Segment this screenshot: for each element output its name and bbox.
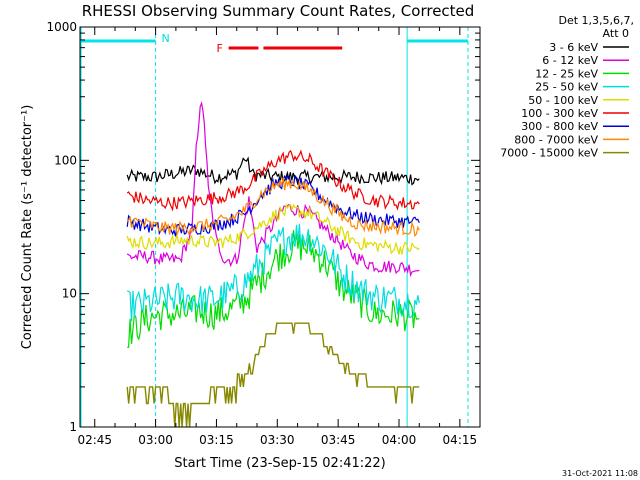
legend-label: 800 - 7000 keV — [514, 133, 598, 146]
x-tick-label: 03:15 — [199, 433, 234, 447]
y-axis: 1 10 100 1000 — [46, 20, 480, 434]
x-tick-label: 03:45 — [321, 433, 356, 447]
legend-label: 7000 - 15000 keV — [500, 147, 598, 160]
y-axis-label: Corrected Count Rate (s⁻¹ detector⁻¹) — [20, 105, 35, 350]
series-line-6 — [126, 149, 420, 212]
series-line-8 — [126, 177, 420, 238]
x-tick-label: 04:15 — [443, 433, 478, 447]
legend-label: 300 - 800 keV — [521, 120, 598, 133]
y-tick-label: 1000 — [46, 20, 77, 34]
legend-label: 3 - 6 keV — [549, 41, 598, 54]
series-line-1 — [126, 156, 420, 186]
date-stamp: 31-Oct-2021 11:08 — [562, 469, 638, 478]
x-tick-label: 03:30 — [260, 433, 295, 447]
y-tick-label: 1 — [69, 420, 77, 434]
series-layer — [126, 101, 420, 428]
series-line-3 — [127, 230, 420, 348]
x-axis: 02:45 03:00 03:15 03:30 03:45 04:00 04:15 — [77, 27, 477, 447]
flare-flag: F — [216, 42, 343, 55]
y-tick-label: 10 — [62, 287, 77, 301]
x-tick-label: 02:45 — [77, 433, 112, 447]
plot-frame — [79, 26, 481, 428]
series-line-9 — [126, 322, 420, 428]
night-markers: N — [80, 27, 469, 427]
x-tick-label: 04:00 — [382, 433, 417, 447]
series-line-2 — [126, 101, 420, 278]
chart-title: RHESSI Observing Summary Count Rates, Co… — [82, 2, 475, 20]
legend-label: 6 - 12 keV — [542, 54, 598, 67]
legend-label: 25 - 50 keV — [535, 81, 598, 94]
series-line-7 — [126, 174, 420, 237]
legend-label: 50 - 100 keV — [528, 94, 598, 107]
legend-label: 12 - 25 keV — [535, 67, 598, 80]
legend-header-line-1: Det 1,3,5,6,7, — [558, 14, 634, 27]
y-tick-label: 100 — [54, 153, 77, 167]
night-label: N — [161, 32, 169, 45]
series-line-5 — [126, 203, 420, 255]
legend-label: 100 - 300 keV — [521, 107, 598, 120]
flare-label: F — [216, 42, 222, 55]
series-line-4 — [126, 223, 420, 322]
x-tick-label: 03:00 — [138, 433, 173, 447]
x-axis-label: Start Time (23-Sep-15 02:41:22) — [174, 456, 385, 471]
legend-header-line-2: Att 0 — [603, 27, 629, 40]
